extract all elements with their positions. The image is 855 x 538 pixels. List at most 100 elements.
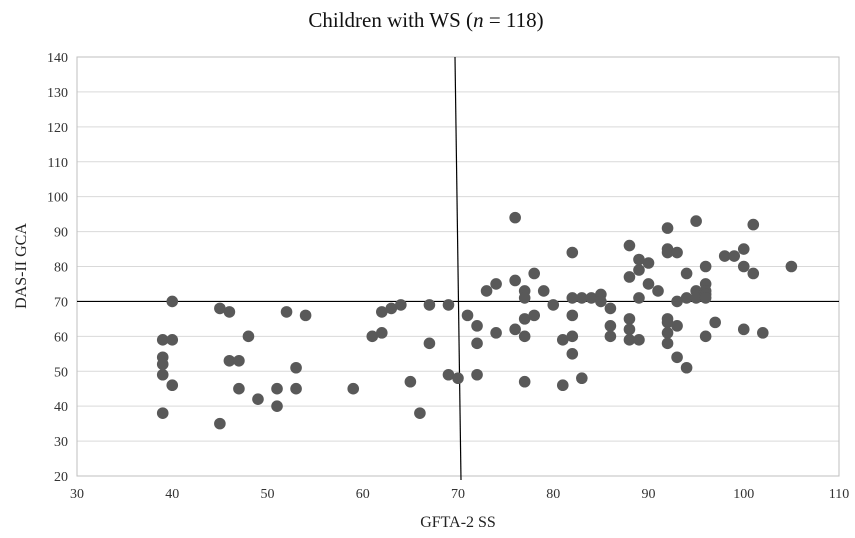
x-tick-label: 80: [546, 487, 560, 502]
data-point: [661, 316, 674, 329]
data-point: [547, 299, 560, 311]
y-tick-label: 90: [54, 226, 68, 241]
y-tick-label: 120: [47, 121, 68, 136]
data-point: [423, 337, 436, 350]
y-tick-label: 50: [54, 365, 68, 380]
data-point: [576, 292, 588, 304]
data-point: [471, 368, 483, 381]
data-point: [471, 337, 483, 350]
x-axis-tick-labels: 30 40 50 60 70 80 90 100 110: [70, 487, 849, 502]
data-point: [214, 417, 226, 430]
data-point: [385, 302, 398, 315]
data-point: [671, 295, 683, 308]
data-point: [290, 361, 302, 374]
data-point: [718, 250, 731, 262]
data-point: [271, 382, 283, 395]
data-point: [623, 239, 636, 252]
data-point: [680, 361, 693, 374]
data-point: [528, 267, 540, 280]
data-point: [509, 323, 521, 336]
data-point: [661, 246, 674, 259]
y-tick-label: 60: [54, 330, 68, 345]
y-tick-label: 110: [48, 156, 68, 171]
y-axis-label: DAS-II GCA: [13, 223, 30, 309]
data-point: [737, 243, 750, 255]
data-point: [166, 295, 179, 308]
y-tick-label: 40: [54, 400, 68, 415]
data-point: [633, 292, 645, 304]
data-point: [509, 274, 521, 287]
data-point: [737, 323, 750, 336]
data-point: [556, 379, 569, 392]
data-point: [518, 292, 531, 304]
chart-title: Children with WS (n = 118): [308, 8, 543, 32]
data-point: [633, 253, 645, 266]
data-point: [537, 285, 550, 297]
data-point: [642, 278, 655, 290]
x-axis-label: GFTA-2 SS: [420, 514, 496, 531]
x-tick-label: 30: [70, 487, 84, 502]
data-point: [414, 407, 426, 419]
y-tick-label: 100: [47, 191, 68, 206]
data-point: [480, 285, 493, 297]
plot-area-frame: [76, 56, 840, 477]
data-points: [156, 211, 798, 430]
data-point: [728, 250, 741, 262]
data-point: [604, 330, 617, 343]
data-point: [585, 292, 598, 304]
data-point: [271, 400, 283, 412]
data-point: [709, 316, 721, 329]
data-point: [595, 295, 607, 308]
y-tick-label: 130: [47, 86, 68, 101]
data-point: [166, 379, 179, 392]
data-point: [633, 264, 645, 276]
data-point: [490, 278, 502, 290]
data-point: [785, 260, 798, 273]
data-point: [747, 267, 760, 280]
data-point: [747, 218, 760, 231]
data-point: [509, 211, 521, 224]
data-point: [699, 330, 712, 343]
y-axis-tick-labels: 20 30 40 50 60 70 80 90 100 110 120 130 140: [47, 51, 68, 485]
data-point: [680, 267, 693, 280]
data-point: [566, 292, 579, 304]
y-tick-label: 80: [54, 261, 68, 276]
data-point: [347, 382, 360, 395]
data-point: [290, 382, 302, 395]
data-point: [299, 309, 312, 322]
y-tick-label: 70: [54, 295, 68, 310]
data-point: [166, 334, 179, 346]
reference-lines: [77, 56, 839, 481]
data-point: [376, 306, 388, 318]
y-tick-label: 140: [47, 51, 68, 66]
data-point: [566, 347, 579, 360]
data-point: [404, 375, 417, 388]
data-point: [156, 407, 169, 419]
data-point: [556, 334, 569, 346]
data-point: [366, 330, 379, 343]
data-point: [623, 323, 636, 336]
data-point: [671, 246, 683, 259]
data-point: [442, 368, 455, 381]
data-point: [233, 354, 245, 367]
data-point: [518, 313, 531, 325]
data-point: [661, 327, 674, 339]
x-tick-label: 90: [642, 487, 656, 502]
x-tick-label: 50: [261, 487, 275, 502]
data-point: [661, 222, 674, 234]
data-point: [652, 285, 664, 297]
data-point: [737, 260, 750, 273]
data-point: [604, 320, 617, 332]
data-point: [223, 306, 236, 318]
data-point: [461, 309, 474, 322]
data-point: [623, 334, 636, 346]
data-point: [471, 320, 483, 332]
data-point: [395, 299, 407, 311]
x-tick-label: 100: [733, 487, 754, 502]
data-point: [671, 320, 683, 332]
data-point: [642, 257, 655, 269]
data-point: [690, 292, 702, 304]
data-point: [576, 372, 588, 385]
data-point: [699, 292, 712, 304]
